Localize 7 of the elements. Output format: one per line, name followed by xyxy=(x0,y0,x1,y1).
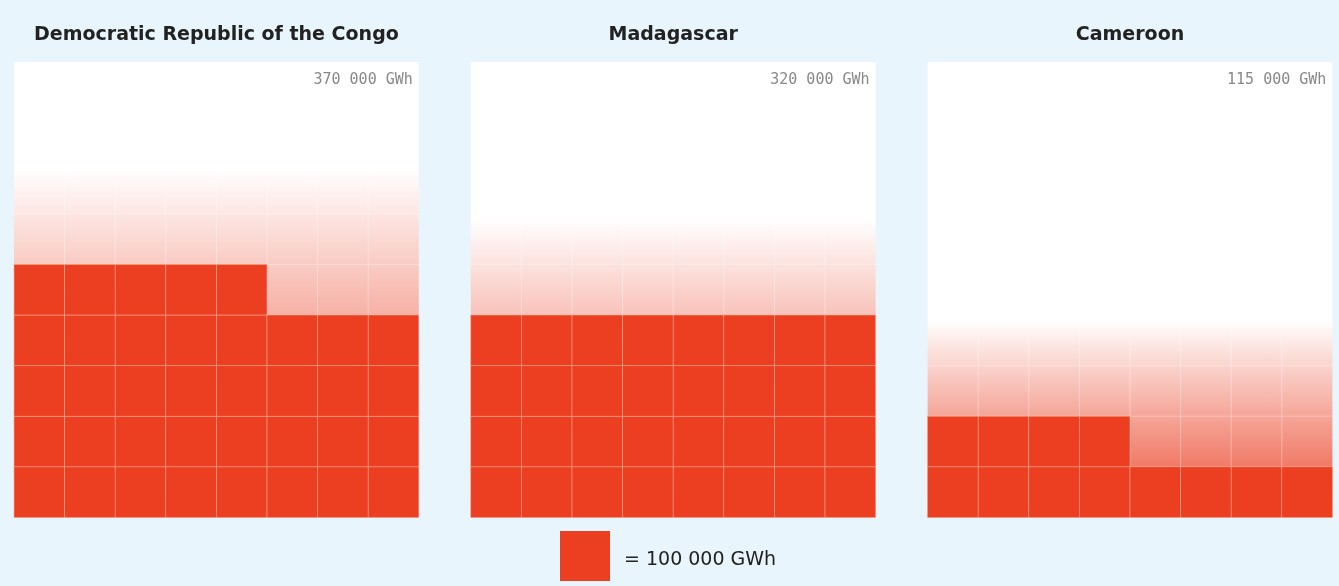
data-label: 370 000 GWh xyxy=(313,70,413,88)
data-label: 320 000 GWh xyxy=(770,70,870,88)
text: Madagascar xyxy=(608,22,739,44)
text: Cameroon xyxy=(1075,22,1185,44)
data-label: 115 000 GWh xyxy=(1227,70,1327,88)
text: Democratic Republic of the Congo xyxy=(33,22,399,44)
text: = 100 000 GWh xyxy=(624,547,777,569)
